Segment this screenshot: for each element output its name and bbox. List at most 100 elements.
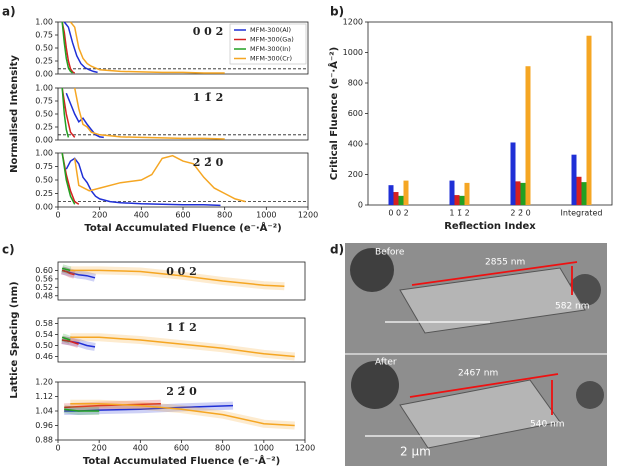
y-tick-label: 0.75 — [35, 162, 53, 171]
y-tick-label: 0.00 — [35, 136, 53, 145]
y-tick-label: 0.54 — [35, 330, 53, 339]
length-label: 2855 nm — [485, 258, 525, 268]
subplot-title: 0 0 2 — [166, 265, 197, 278]
series-line — [70, 403, 295, 427]
y-tick-label: 0.46 — [35, 352, 53, 361]
y-tick-label: 0.50 — [35, 176, 53, 185]
y-tick-label: 0.25 — [35, 57, 53, 66]
series-line — [73, 87, 225, 140]
series-line — [65, 92, 104, 139]
legend-label: MFM-300(Ga) — [250, 36, 294, 44]
x-tick-label: 1000 — [254, 444, 274, 453]
x-tick-label: 600 — [174, 444, 189, 453]
y-tick-label: 1.00 — [35, 149, 53, 158]
y-tick-label: 0.52 — [35, 283, 53, 292]
bar — [581, 182, 587, 205]
bar — [459, 195, 465, 205]
micrograph: Before After 2855 nm 582 nm 2467 nm 540 … — [345, 243, 607, 466]
legend-label: MFM-300(In) — [250, 45, 291, 53]
x-axis-label: Total Accumulated Fluence (e⁻·Å⁻²) — [83, 454, 280, 466]
y-tick-label: 400 — [348, 140, 363, 149]
y-tick-label: 800 — [348, 79, 363, 88]
subplot-title: 0 0 2 — [193, 25, 224, 38]
bar — [576, 176, 582, 205]
series-line — [70, 336, 295, 358]
series-line — [61, 269, 75, 276]
bar — [388, 185, 394, 205]
plot-area — [57, 317, 306, 363]
x-tick-label: 200 — [92, 211, 107, 220]
x-tick-label: 1200 — [295, 444, 315, 453]
x-tick-label: 800 — [215, 444, 230, 453]
series-line — [64, 408, 100, 412]
bar — [403, 180, 409, 205]
width-label: 540 nm — [530, 420, 565, 430]
plot-area — [57, 87, 309, 141]
y-tick-label: 0.25 — [35, 123, 53, 132]
y-tick-label: 1000 — [343, 48, 363, 57]
x-tick-label: 400 — [133, 444, 148, 453]
y-tick-label: 1.04 — [35, 407, 53, 416]
x-tick-label: 0 0 2 — [388, 209, 408, 218]
length-label: 2467 nm — [458, 369, 498, 379]
plot-area — [367, 21, 613, 206]
x-tick-label: 1200 — [298, 211, 318, 220]
series-line — [63, 21, 98, 74]
subplot-title: 1 1̄ 2 — [166, 321, 197, 334]
bar — [520, 182, 526, 205]
panel-label: d) — [330, 243, 344, 257]
y-tick-label: 0.48 — [35, 291, 53, 300]
width-label: 582 nm — [555, 302, 590, 312]
y-tick-label: 1.20 — [35, 378, 53, 387]
y-axis-label: Lattice Spacing (nm) — [9, 281, 20, 398]
y-tick-label: 0.50 — [35, 44, 53, 53]
series-line — [70, 269, 285, 288]
y-tick-label: 0.96 — [35, 421, 53, 430]
series-line — [61, 267, 71, 272]
x-axis-label: Total Accumulated Fluence (e⁻·Å⁻²) — [84, 221, 281, 234]
subplot-title: 2 2̄ 0 — [193, 156, 224, 169]
x-tick-label: 600 — [175, 211, 190, 220]
x-tick-label: 1 1̄ 2 — [449, 209, 469, 218]
y-tick-label: 0.58 — [35, 319, 53, 328]
bar — [586, 35, 592, 205]
bar — [510, 142, 516, 205]
series-line — [64, 403, 161, 409]
series-line — [61, 87, 76, 138]
x-tick-label: 1000 — [256, 211, 276, 220]
y-tick-label: 0.75 — [35, 97, 53, 106]
plot-area — [57, 261, 306, 301]
bar — [525, 66, 531, 205]
x-tick-label: 0 — [55, 211, 60, 220]
x-tick-label: 400 — [134, 211, 149, 220]
y-tick-label: 0.56 — [35, 274, 53, 283]
y-tick-label: 200 — [348, 170, 363, 179]
y-tick-label: 1.00 — [35, 18, 53, 27]
subplot-title: 2 2̄ 0 — [166, 385, 197, 398]
bar — [454, 195, 460, 205]
subplot-title: 1 1̄ 2 — [193, 91, 224, 104]
x-tick-label: 2 2̄ 0 — [510, 209, 530, 218]
y-tick-label: 1.00 — [35, 84, 53, 93]
legend-label: MFM-300(Cr) — [250, 55, 292, 63]
series-line — [69, 21, 225, 74]
series-line — [61, 336, 71, 341]
scale-bar-label: 2 μm — [400, 445, 431, 459]
before-label: Before — [375, 248, 405, 258]
y-tick-label: 1.12 — [35, 392, 53, 401]
y-tick-label: 0.88 — [35, 436, 53, 445]
bar — [449, 180, 455, 205]
x-tick-label: 200 — [92, 444, 107, 453]
y-tick-label: 0.50 — [35, 110, 53, 119]
y-axis-label: Critical Fluence (e⁻·Å⁻²) — [327, 47, 340, 180]
panel-label: b) — [330, 5, 344, 19]
x-tick-label: 0 — [55, 444, 60, 453]
bar — [515, 181, 521, 205]
x-tick-label: 800 — [217, 211, 232, 220]
bar — [398, 195, 404, 205]
legend-label: MFM-300(Al) — [250, 26, 291, 34]
y-tick-label: 0.60 — [35, 266, 53, 275]
bar — [393, 192, 399, 205]
y-tick-label: 1200 — [343, 18, 363, 27]
